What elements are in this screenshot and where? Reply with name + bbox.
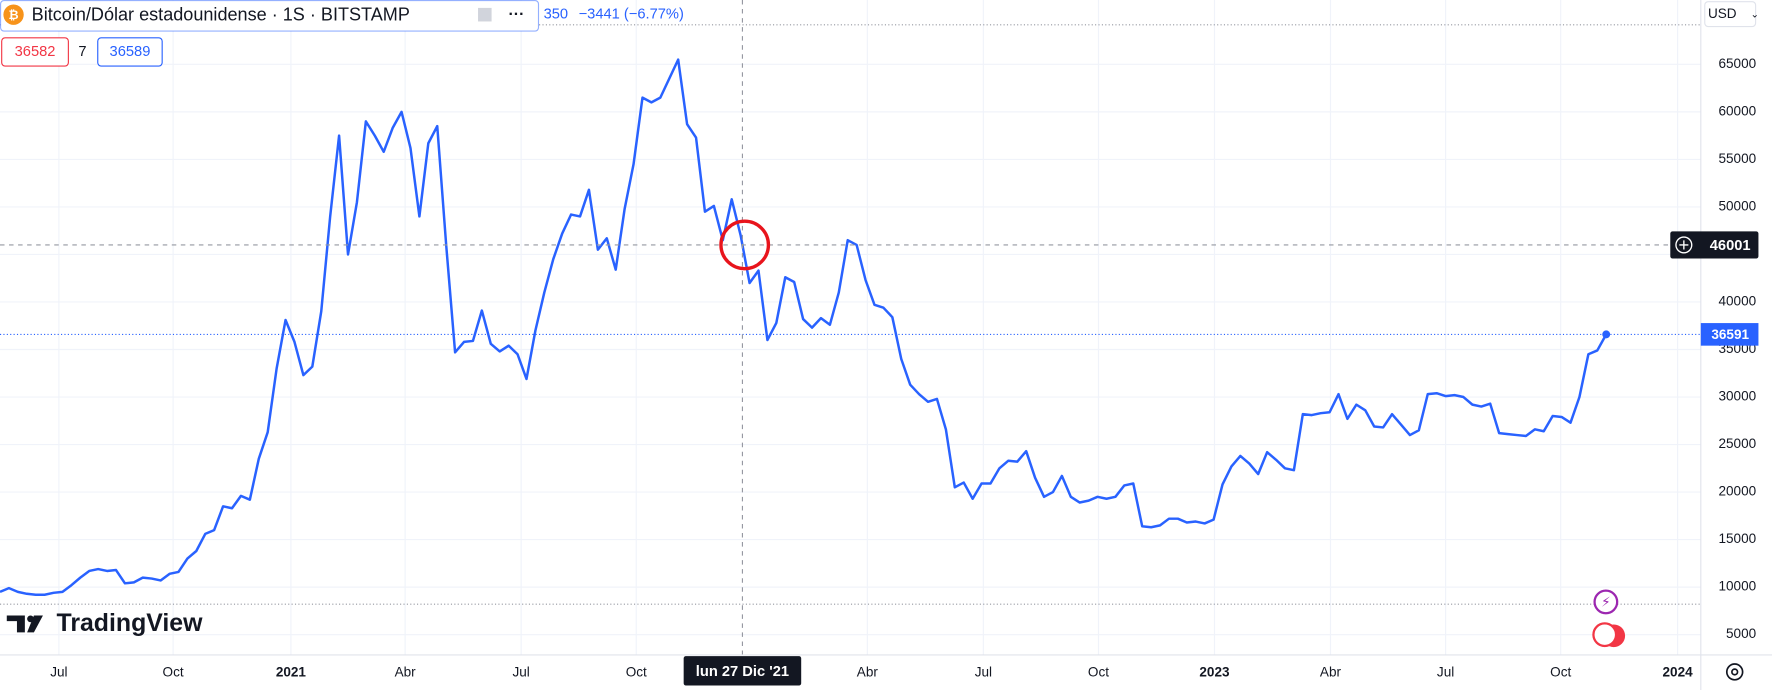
y-tick-label: 50000 [1718, 199, 1756, 214]
x-tick-label: 2023 [1199, 665, 1230, 680]
x-tick-label: Abr [395, 665, 417, 680]
brand-logo [6, 615, 43, 633]
x-tick-label: Jul [50, 665, 67, 680]
crosshair-price-badge [1670, 231, 1759, 259]
symbol-title: Bitcoin/Dólar estadounidense · 1S · BITS… [32, 5, 410, 25]
y-tick-label: 65000 [1718, 56, 1756, 71]
last-price-label: 36591 [1711, 327, 1749, 342]
last-price-badge [1700, 323, 1759, 346]
plot [0, 0, 1701, 655]
x-tick-label: Oct [1088, 665, 1109, 680]
add-alert-icon[interactable] [1675, 236, 1693, 254]
brand-logo [27, 615, 34, 623]
x-tick-label: Jul [1437, 665, 1454, 680]
crosshair-date-label: lun 27 Dic '21 [696, 664, 789, 680]
sell-box[interactable] [1, 37, 69, 67]
y-tick-label: 15000 [1718, 531, 1756, 546]
ask-price[interactable]: 36589 [110, 44, 151, 60]
event-icon-glyph: ⚡ [1601, 595, 1611, 610]
crosshair-price-label: 46001 [1710, 238, 1751, 254]
y-tick-label: 20000 [1718, 484, 1756, 499]
y-tick-label: 10000 [1718, 579, 1756, 594]
y-tick-label: 5000 [1726, 626, 1756, 641]
x-tick-label: 2024 [1663, 665, 1694, 680]
add-alert-icon [1679, 240, 1689, 250]
bid-price[interactable]: 36582 [15, 44, 56, 60]
event-icon[interactable] [1592, 622, 1618, 648]
x-tick-label: Abr [857, 665, 879, 680]
x-tick-label: Oct [626, 665, 647, 680]
price-line [0, 58, 1608, 596]
y-tick-label: 40000 [1718, 294, 1756, 309]
last-point [1602, 330, 1611, 339]
flag-icon[interactable] [478, 7, 492, 22]
currency-button[interactable] [1704, 1, 1757, 28]
y-tick-label: 25000 [1718, 436, 1756, 451]
x-tick-label: 2021 [276, 665, 307, 680]
highlight-circle [719, 219, 771, 271]
settings-icon [1731, 668, 1739, 676]
axes: 5000100001500020000250003000035000400004… [50, 56, 1759, 686]
x-tick-label: Oct [1550, 665, 1571, 680]
more-icon[interactable]: ··· [509, 6, 525, 23]
y-tick-label: 30000 [1718, 389, 1756, 404]
brand-name[interactable]: TradingView [57, 610, 204, 637]
y-tick-label: 55000 [1718, 151, 1756, 166]
buy-box[interactable] [97, 37, 163, 67]
event-icon[interactable] [1593, 589, 1619, 615]
spread: 7 [78, 44, 86, 60]
x-tick-label: Oct [163, 665, 184, 680]
currency[interactable]: USD [1708, 6, 1737, 21]
ohlc-partial: 350 [544, 7, 568, 23]
settings-icon[interactable] [1725, 663, 1744, 681]
crosshair-date-badge [683, 656, 802, 686]
y-tick-label: 60000 [1718, 103, 1756, 118]
symbol-icon [3, 4, 24, 25]
symbol-icon-glyph: ₿ [8, 8, 18, 22]
x-tick-label: Abr [1320, 665, 1342, 680]
grid [0, 0, 1701, 655]
x-tick-label: Jul [512, 665, 529, 680]
x-tick-label: Jul [975, 665, 992, 680]
legend-box[interactable] [0, 0, 540, 32]
price-change: −3441 (−6.77%) [579, 7, 684, 23]
currency-caret: ⌄ [1751, 9, 1760, 20]
